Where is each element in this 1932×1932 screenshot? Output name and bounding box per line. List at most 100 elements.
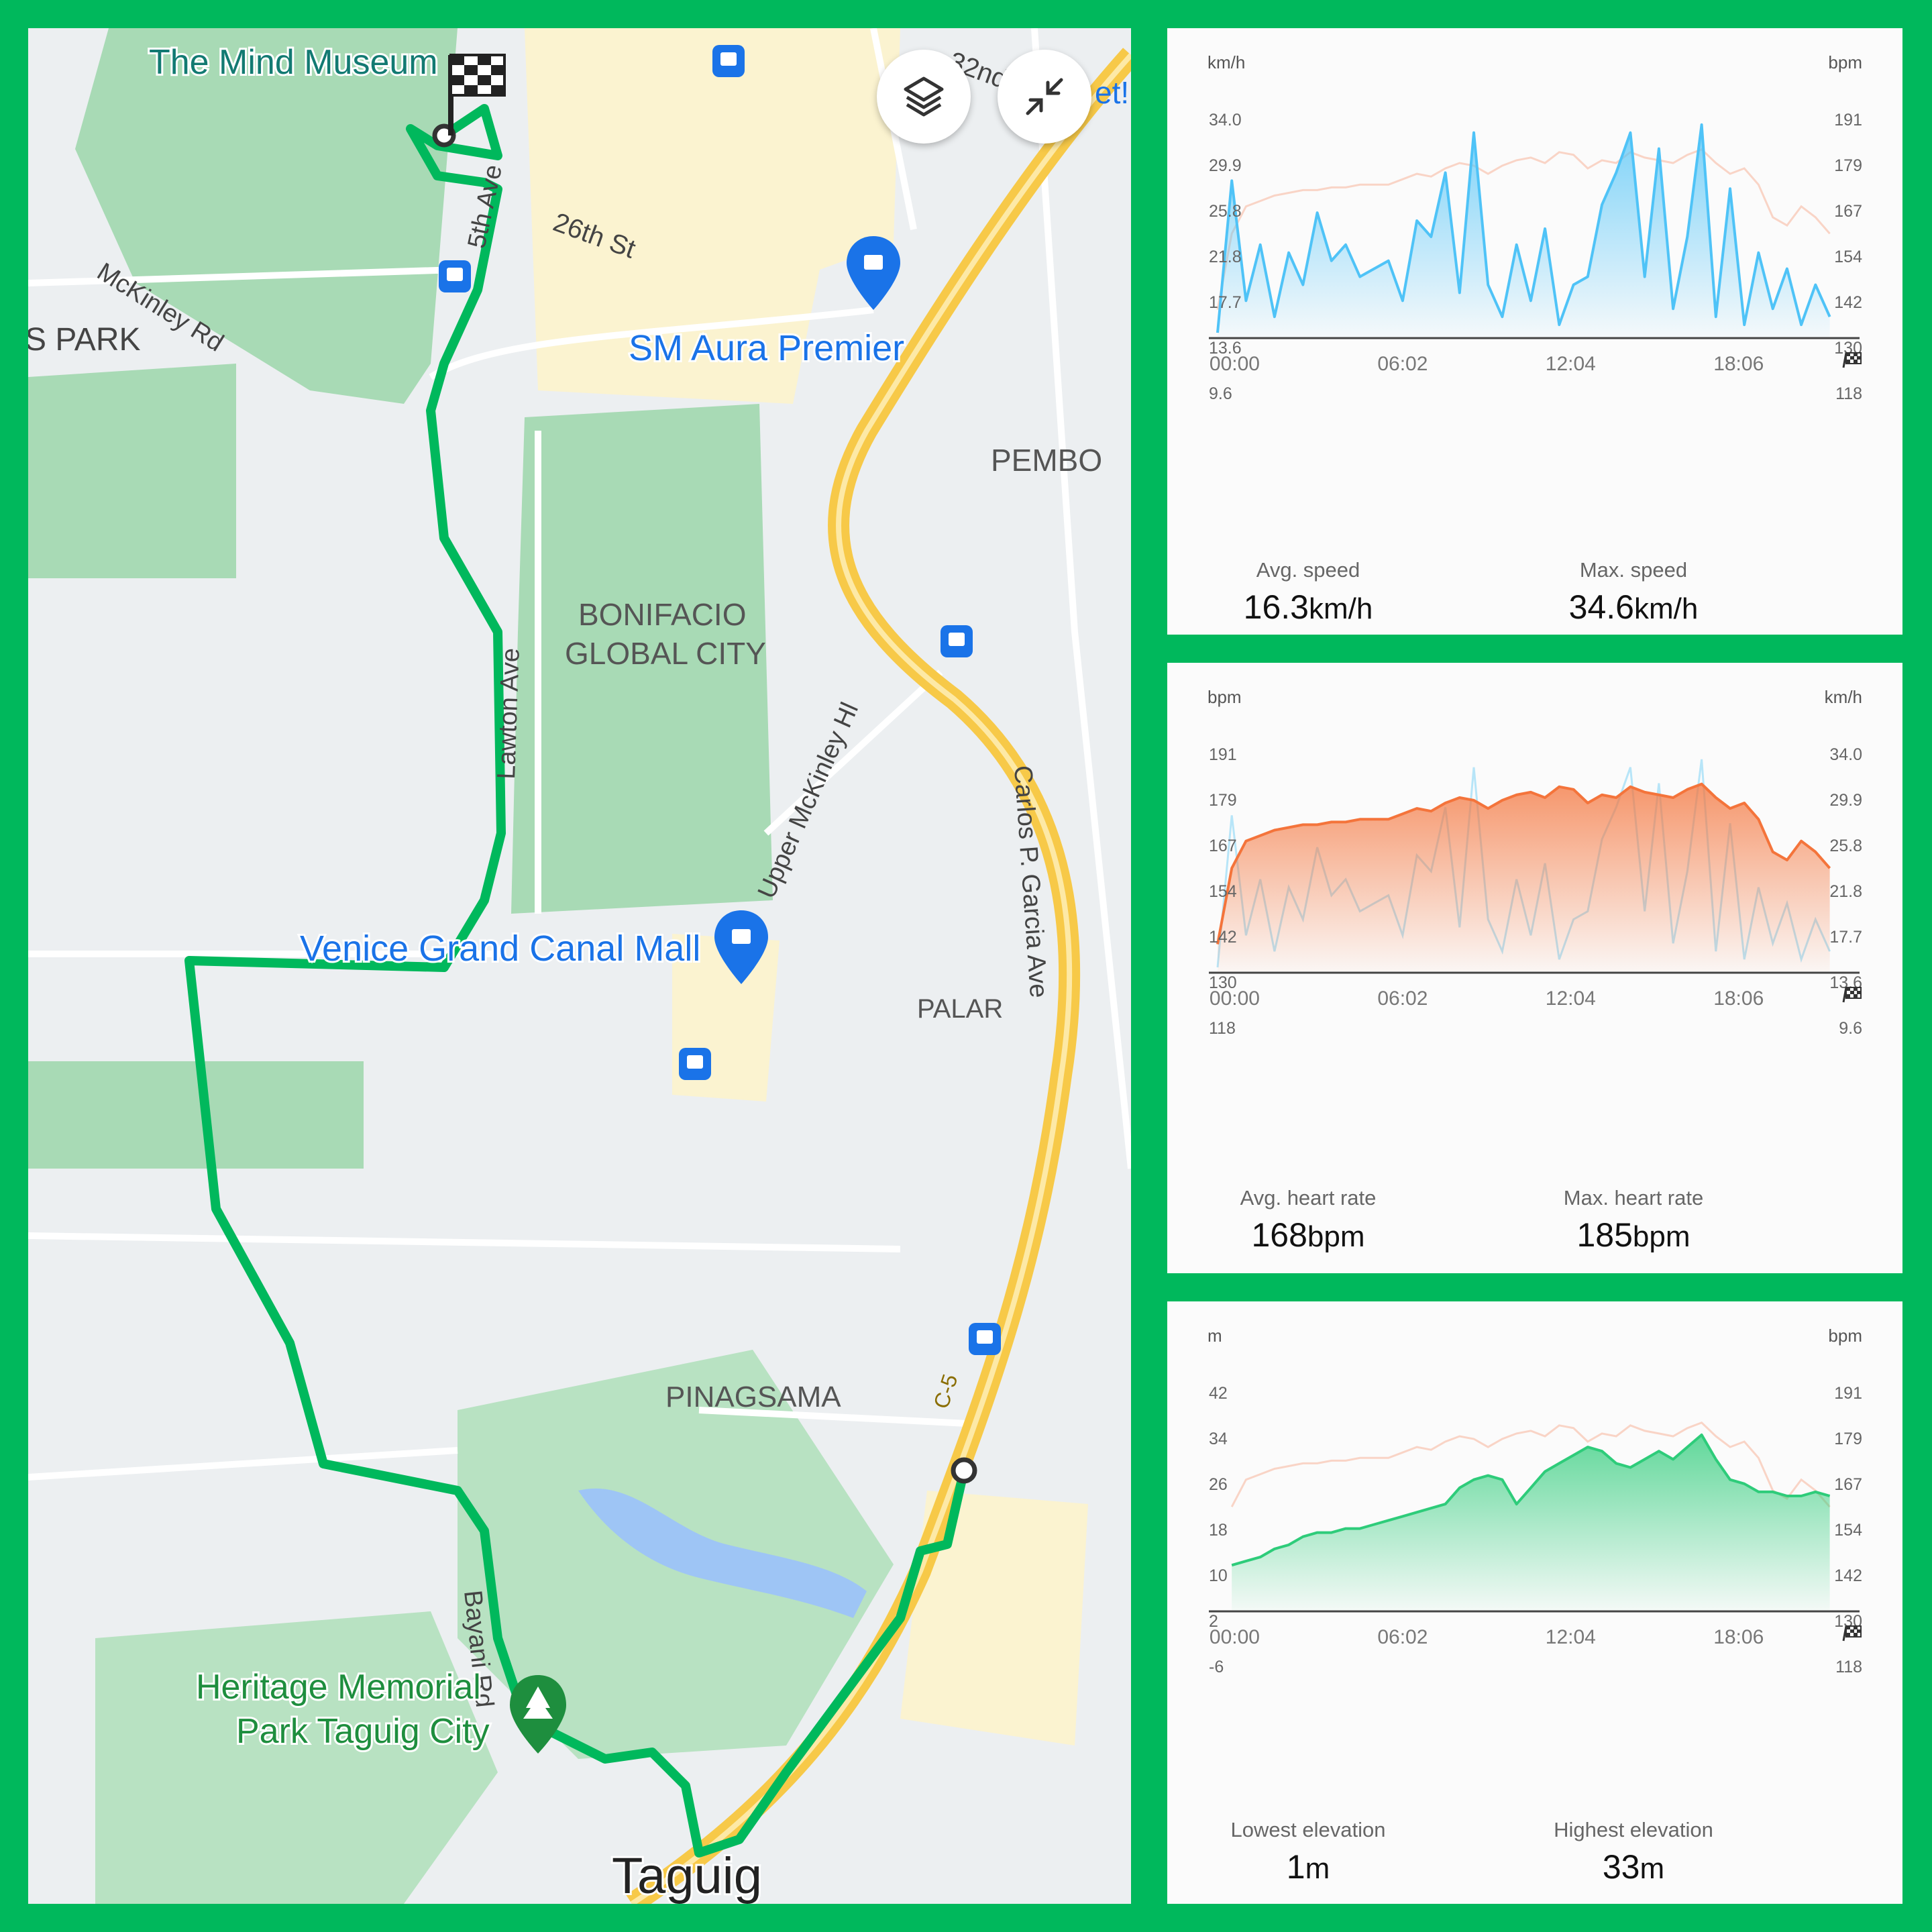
avg-speed-unit: km/h xyxy=(1308,592,1373,625)
hr-finish-flag-icon xyxy=(1842,987,1862,1003)
elev-x-tick-label: 00:00 xyxy=(1210,1626,1260,1648)
label-lawton-ave: Lawton Ave xyxy=(492,647,525,780)
speed-chart[interactable]: km/h bpm 34.0 29.9 25.8 21.8 17.7 13.6 9.6 191 179… xyxy=(1167,28,1902,431)
heart-rate-chart[interactable]: bpm km/h 191 179 167 154 142 130 118 34.0 29.9 25.8… xyxy=(1167,663,1902,1065)
speed-primary-series-area xyxy=(1218,124,1830,337)
max-hr-stat: Max. heart rate 185bpm xyxy=(1493,1186,1774,1254)
elev-left-tick-label: 18 xyxy=(1209,1521,1228,1540)
speed-right-tick-label: 118 xyxy=(1835,384,1862,403)
label-bgc-1: BONIFACIO xyxy=(578,597,746,632)
speed-primary-series-line xyxy=(1216,123,1831,333)
bus-stop-icon[interactable] xyxy=(712,45,745,77)
bus-stop-icon[interactable] xyxy=(941,625,973,657)
park-area-sw xyxy=(28,1061,364,1169)
hr-x-tick-label: 00:00 xyxy=(1210,987,1260,1010)
elev-right-tick-label: 191 xyxy=(1834,1384,1862,1403)
hr-left-tick-label: 130 xyxy=(1209,973,1237,992)
speed-chart-card[interactable]: km/h bpm 34.0 29.9 25.8 21.8 17.7 13.6 9.6 191 179… xyxy=(1167,28,1902,635)
label-c5: C-5 xyxy=(928,1371,962,1411)
label-s-park: S PARK xyxy=(28,322,141,358)
speed-right-tick-label: 142 xyxy=(1834,293,1862,312)
tree-icon[interactable] xyxy=(510,1675,566,1754)
elev-right-tick-label: 154 xyxy=(1834,1521,1862,1540)
avg-hr-value: 168bpm xyxy=(1167,1216,1449,1254)
lowest-elevation-stat: Lowest elevation 1m xyxy=(1167,1818,1449,1886)
bus-stop-icon[interactable] xyxy=(679,1048,711,1080)
max-speed-unit: km/h xyxy=(1633,592,1699,625)
map-collapse-button[interactable] xyxy=(998,50,1091,144)
layers-icon xyxy=(904,76,944,117)
shopping-bag-icon[interactable] xyxy=(847,236,900,310)
speed-left-tick-label: 25.8 xyxy=(1209,202,1242,221)
label-pinagsama: PINAGSAMA xyxy=(665,1381,841,1413)
park-area-west xyxy=(28,364,236,578)
minor-streets xyxy=(28,28,1131,1481)
avg-speed-value: 16.3km/h xyxy=(1167,588,1449,627)
lowest-elevation-label: Lowest elevation xyxy=(1230,1818,1386,1841)
speed-x-tick-label: 12:04 xyxy=(1546,353,1596,375)
max-hr-value: 185bpm xyxy=(1493,1216,1774,1254)
elevation-chart-card[interactable]: m bpm 42 34 26 18 10 2 -6 191 179 167 154 142 130 118 00… xyxy=(1167,1301,1902,1904)
max-hr-unit: bpm xyxy=(1632,1220,1690,1253)
speed-right-tick-label: 167 xyxy=(1834,202,1862,221)
max-speed-label: Max. speed xyxy=(1579,558,1688,582)
elev-left-tick-label: 34 xyxy=(1209,1430,1228,1448)
speed-x-tick-label: 06:02 xyxy=(1377,353,1428,375)
hr-x-tick-label: 06:02 xyxy=(1377,987,1428,1010)
highest-elevation-label: Highest elevation xyxy=(1554,1818,1713,1841)
label-heritage-2: Park Taguig City xyxy=(236,1712,490,1751)
bus-stop-icon[interactable] xyxy=(969,1323,1001,1355)
speed-finish-flag-icon xyxy=(1842,352,1862,368)
park-area-bgc xyxy=(511,404,773,914)
speed-left-tick-label: 21.8 xyxy=(1209,248,1242,266)
speed-secondary-series-line xyxy=(1216,148,1831,310)
hr-left-tick-label: 167 xyxy=(1209,837,1237,855)
route-start-marker[interactable] xyxy=(951,1457,977,1484)
hr-left-tick-label: 191 xyxy=(1209,745,1237,764)
max-hr-number: 185 xyxy=(1576,1216,1633,1254)
elev-right-unit: bpm xyxy=(1828,1326,1862,1346)
hr-right-tick-label: 34.0 xyxy=(1829,745,1862,764)
lowest-elevation-number: 1 xyxy=(1286,1848,1305,1886)
hr-left-tick-label: 179 xyxy=(1209,791,1237,810)
activity-route[interactable] xyxy=(184,104,969,1858)
elev-x-tick-label: 12:04 xyxy=(1546,1626,1596,1648)
commercial-area-south xyxy=(900,1491,1088,1746)
elev-x-tick-label: 06:02 xyxy=(1377,1626,1428,1648)
heart-rate-chart-card[interactable]: bpm km/h 191 179 167 154 142 130 118 34.0 29.9 25.8… xyxy=(1167,663,1902,1273)
bus-stop-icon[interactable] xyxy=(439,260,471,292)
elev-right-tick-label: 142 xyxy=(1834,1566,1862,1585)
map-layers-button[interactable] xyxy=(877,50,971,144)
label-bgc-2: GLOBAL CITY xyxy=(565,636,766,671)
max-speed-stat: Max. speed 34.6km/h xyxy=(1493,558,1774,627)
checkered-flag-icon xyxy=(448,54,506,136)
speed-left-tick-label: 34.0 xyxy=(1209,111,1242,129)
label-pembo: PEMBO xyxy=(991,443,1102,478)
avg-speed-number: 16.3 xyxy=(1243,588,1309,626)
label-partial: et! xyxy=(1095,75,1129,110)
hr-right-tick-label: 9.6 xyxy=(1839,1019,1862,1038)
elev-right-tick-label: 118 xyxy=(1835,1658,1862,1676)
elev-x-tick-label: 18:06 xyxy=(1713,1626,1764,1648)
elev-left-unit: m xyxy=(1208,1326,1222,1346)
max-hr-label: Max. heart rate xyxy=(1563,1186,1704,1210)
speed-left-tick-label: 17.7 xyxy=(1209,293,1242,312)
elev-left-tick-label: 2 xyxy=(1209,1612,1218,1631)
map-canvas[interactable]: The Mind Museum 32nd et! 5th Ave 26th St… xyxy=(28,28,1131,1904)
lowest-elevation-unit: m xyxy=(1305,1852,1330,1885)
shopping-bag-icon[interactable] xyxy=(714,910,768,984)
elev-left-tick-label: 10 xyxy=(1209,1566,1228,1585)
speed-x-tick-label: 18:06 xyxy=(1713,353,1764,375)
hr-left-tick-label: 142 xyxy=(1209,928,1237,947)
label-venice-mall: Venice Grand Canal Mall xyxy=(300,928,700,969)
avg-speed-stat: Avg. speed 16.3km/h xyxy=(1167,558,1449,627)
hr-right-tick-label: 25.8 xyxy=(1829,837,1862,855)
speed-x-tick-label: 00:00 xyxy=(1210,353,1260,375)
lake xyxy=(578,1488,867,1618)
avg-speed-label: Avg. speed xyxy=(1256,558,1360,582)
elev-left-tick-label: 42 xyxy=(1209,1384,1228,1403)
avg-hr-stat: Avg. heart rate 168bpm xyxy=(1167,1186,1449,1254)
route-map[interactable]: The Mind Museum 32nd et! 5th Ave 26th St… xyxy=(28,28,1131,1904)
speed-right-tick-label: 154 xyxy=(1834,248,1862,266)
elevation-chart[interactable]: m bpm42342618102-619117916715414213011800… xyxy=(1167,1301,1902,1704)
